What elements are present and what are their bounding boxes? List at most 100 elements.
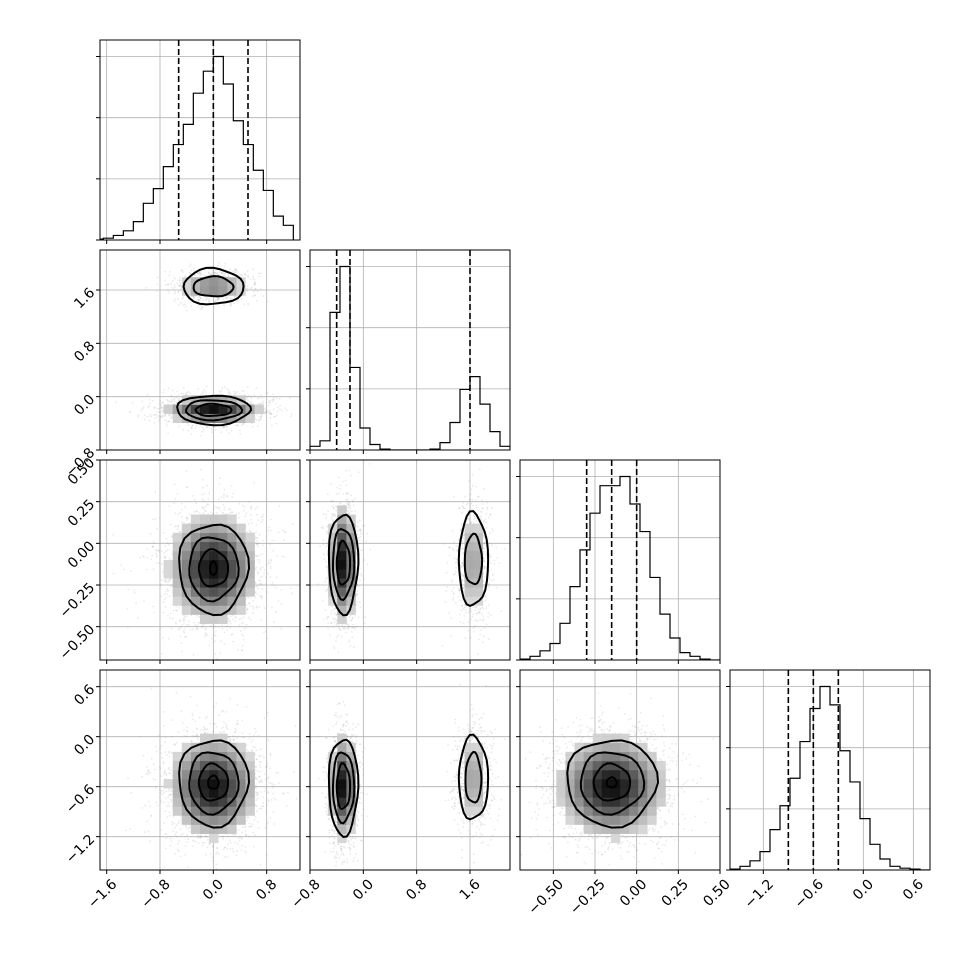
sample-point xyxy=(247,275,250,277)
sample-point xyxy=(177,397,180,400)
sample-point xyxy=(229,619,232,622)
sample-point xyxy=(322,527,324,530)
sample-point xyxy=(177,524,179,527)
sample-point xyxy=(220,496,223,499)
sample-point xyxy=(156,276,159,279)
sample-point xyxy=(173,284,176,287)
sample-point xyxy=(233,271,236,274)
sample-point xyxy=(176,528,179,531)
density-cell xyxy=(190,532,201,543)
sample-point xyxy=(339,501,342,504)
sample-point xyxy=(166,399,169,401)
sample-point xyxy=(212,508,215,511)
contour-level-3 xyxy=(197,548,230,588)
sample-point xyxy=(250,506,253,508)
sample-point xyxy=(257,573,259,575)
sample-point xyxy=(211,428,213,431)
sample-point xyxy=(198,271,201,274)
sample-point xyxy=(168,578,171,581)
sample-point xyxy=(179,511,182,514)
density-cell xyxy=(236,605,246,615)
density-cell xyxy=(236,569,246,579)
pair-panel-0-2 xyxy=(96,459,301,664)
sample-point xyxy=(197,299,200,302)
density-cell xyxy=(209,541,219,552)
sample-point xyxy=(180,508,183,511)
marginal-content-2 xyxy=(520,460,720,660)
sample-point xyxy=(129,570,132,572)
sample-point xyxy=(248,529,251,532)
density-cell xyxy=(236,541,246,552)
pair-content-1 xyxy=(112,468,294,660)
sample-point xyxy=(346,501,349,503)
sample-point xyxy=(150,558,153,560)
marginal-panel-3 xyxy=(726,669,931,874)
sample-point xyxy=(233,392,236,395)
sample-point xyxy=(272,550,275,552)
density-cell xyxy=(227,532,237,543)
sample-point xyxy=(241,274,243,276)
sample-point xyxy=(208,272,210,274)
sample-point xyxy=(219,652,222,654)
density-cell xyxy=(172,587,183,597)
sample-point xyxy=(146,568,148,571)
sample-point xyxy=(129,410,132,413)
sample-point xyxy=(156,562,159,564)
density-cell xyxy=(227,596,237,606)
sample-point xyxy=(218,483,221,486)
sample-point xyxy=(252,268,255,271)
sample-point xyxy=(173,502,176,504)
sample-point xyxy=(235,512,238,515)
sample-point xyxy=(205,296,208,299)
sample-point xyxy=(265,409,268,412)
sample-point xyxy=(332,507,335,510)
sample-point xyxy=(146,394,149,396)
sample-point xyxy=(250,287,253,289)
sample-point xyxy=(254,535,257,538)
sample-point xyxy=(212,273,215,276)
density-cell xyxy=(209,286,219,296)
sample-point xyxy=(234,269,237,271)
sample-point xyxy=(199,274,201,277)
sample-point xyxy=(218,506,221,509)
sample-point xyxy=(256,585,259,588)
sample-point xyxy=(152,399,155,402)
sample-point xyxy=(241,390,244,392)
sample-point xyxy=(283,555,286,558)
sample-point xyxy=(184,305,187,308)
sample-point xyxy=(155,413,158,416)
sample-point xyxy=(189,265,192,268)
sample-point xyxy=(236,269,238,272)
sample-point xyxy=(214,271,216,274)
sample-point xyxy=(195,510,198,513)
sample-point xyxy=(235,392,237,395)
sample-point xyxy=(260,415,263,418)
sample-point xyxy=(275,587,278,589)
sample-point xyxy=(333,611,336,614)
sample-point xyxy=(261,397,263,399)
sample-point xyxy=(127,588,130,591)
sample-point xyxy=(232,640,235,643)
sample-point xyxy=(204,635,207,638)
sample-point xyxy=(200,434,203,437)
sample-point xyxy=(351,499,354,502)
sample-point xyxy=(208,644,211,647)
sample-point xyxy=(336,486,339,489)
sample-point xyxy=(182,630,185,633)
sample-point xyxy=(228,508,231,511)
sample-point xyxy=(178,620,181,622)
density-cell xyxy=(236,560,246,570)
sample-point xyxy=(178,530,181,533)
density-cell xyxy=(181,560,192,570)
sample-point xyxy=(178,399,181,401)
sample-point xyxy=(178,290,180,293)
sample-point xyxy=(246,385,249,388)
sample-point xyxy=(185,517,188,519)
sample-point xyxy=(180,392,183,395)
sample-point xyxy=(246,397,249,400)
sample-point xyxy=(204,510,207,513)
sample-point xyxy=(203,506,205,509)
contour-level-1 xyxy=(182,266,245,306)
density-cell xyxy=(218,286,228,296)
density-cell xyxy=(181,277,192,287)
